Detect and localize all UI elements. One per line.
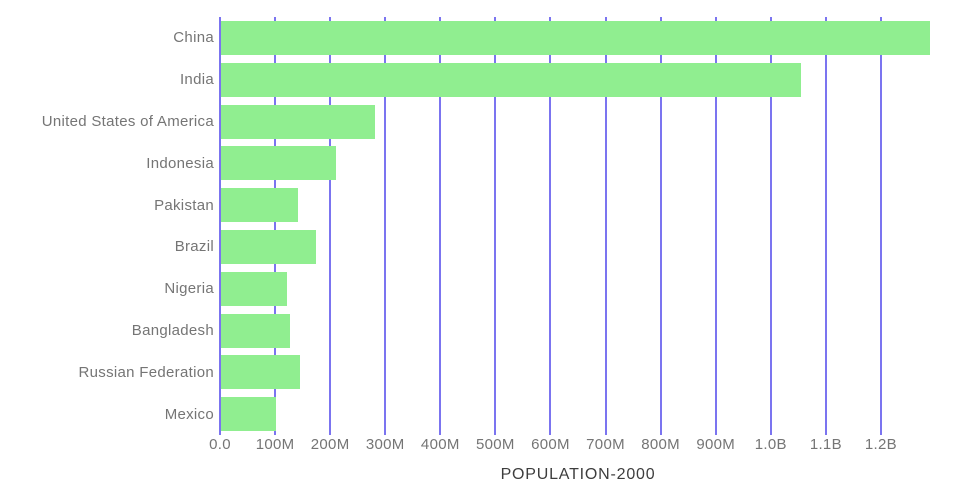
x-tick-label: 700M <box>586 436 625 453</box>
x-tick-label: 0.0 <box>209 436 231 453</box>
x-tick-label: 500M <box>476 436 515 453</box>
gridline <box>879 17 882 435</box>
x-tick-label: 1.2B <box>864 436 897 453</box>
bar <box>221 271 288 306</box>
bar <box>221 188 298 223</box>
x-tick-label: 1.0B <box>754 436 787 453</box>
bar <box>221 229 316 264</box>
x-tick-label: 100M <box>255 436 295 453</box>
gridline <box>439 17 442 435</box>
gridline <box>274 17 277 435</box>
gridline <box>604 17 607 435</box>
category-label: Mexico <box>164 405 214 423</box>
x-tick-label: 300M <box>365 436 405 453</box>
category-label: Pakistan <box>154 196 214 214</box>
category-label: China <box>173 29 214 47</box>
gridline <box>329 17 332 435</box>
bar <box>221 62 801 97</box>
bar <box>221 397 276 432</box>
x-tick-label: 600M <box>531 436 570 453</box>
category-label: Russian Federation <box>78 363 214 381</box>
gridline <box>549 17 552 435</box>
bar <box>221 146 336 181</box>
category-label: Nigeria <box>164 280 214 298</box>
gridline <box>824 17 827 435</box>
category-label: United States of America <box>41 112 214 130</box>
x-tick-label: 1.1B <box>809 436 842 453</box>
gridline <box>384 17 387 435</box>
x-tick-label: 200M <box>310 436 350 453</box>
x-tick-label: 800M <box>641 436 680 453</box>
x-tick-label: 900M <box>696 436 736 453</box>
category-label: India <box>179 71 214 89</box>
chart-title: POPULATION-2000 <box>500 466 656 483</box>
category-label: Indonesia <box>146 154 214 172</box>
bar <box>221 355 301 390</box>
gridline <box>494 17 497 435</box>
gridline <box>219 17 221 435</box>
bar <box>221 104 375 139</box>
bar <box>221 313 291 348</box>
bar <box>221 20 931 55</box>
gridline <box>659 17 662 435</box>
category-label: Bangladesh <box>131 321 214 339</box>
gridline <box>714 17 717 435</box>
gridline <box>769 17 772 435</box>
category-label: Brazil <box>174 238 214 256</box>
x-tick-label: 400M <box>420 436 460 453</box>
